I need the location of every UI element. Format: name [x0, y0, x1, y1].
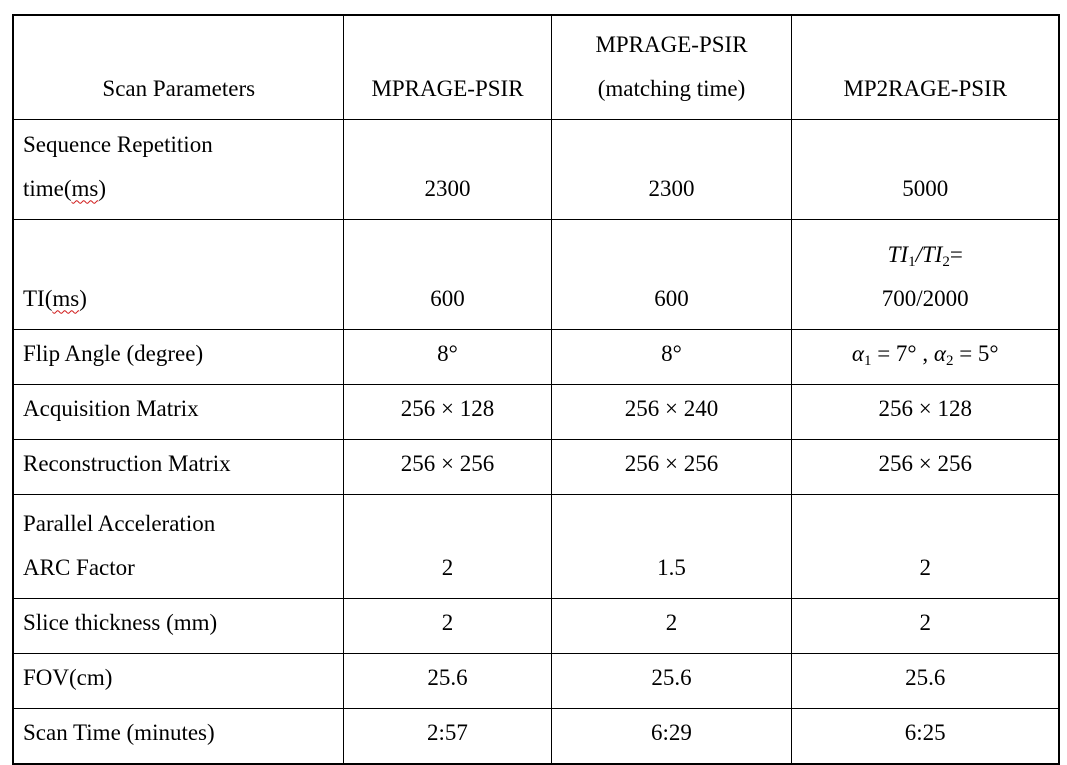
header-mprage-psir: MPRAGE-PSIR: [342, 14, 552, 120]
cell-fov-mp2rage: 25.6: [790, 652, 1060, 709]
row-label-parallel-acceleration: Parallel Acceleration ARC Factor: [12, 493, 344, 599]
cell-ti-mp2rage: TI1/TI2= 700/2000: [790, 218, 1060, 330]
scan-parameters-table: Scan Parameters MPRAGE-PSIR MPRAGE-PSIR …: [12, 14, 1060, 765]
math-text: = 5°: [953, 340, 999, 366]
row-parallel-acceleration: Parallel Acceleration ARC Factor 2 1.5 2: [12, 493, 1060, 599]
label-text: ): [98, 175, 107, 201]
cell-flip-mprage-matching: 8°: [550, 328, 792, 385]
cell-flip-mp2rage: α1 = 7° , α2 = 5°: [790, 328, 1060, 385]
label-line-1: Parallel Acceleration: [23, 510, 216, 536]
cell-recon-mprage-matching: 256 × 256: [550, 438, 792, 495]
math-sub: 1: [908, 253, 916, 270]
cell-slice-mprage: 2: [342, 597, 552, 654]
row-fov: FOV(cm) 25.6 25.6 25.6: [12, 652, 1060, 709]
label-line-2: time(ms): [23, 167, 335, 211]
math-text: = 7° ,: [871, 340, 934, 366]
row-label-slice-thickness: Slice thickness (mm): [12, 597, 344, 654]
cell-recon-mprage: 256 × 256: [342, 438, 552, 495]
header-line-2: (matching time): [597, 75, 746, 101]
ti-formula-line-2: 700/2000: [881, 285, 969, 311]
row-reconstruction-matrix: Reconstruction Matrix 256 × 256 256 × 25…: [12, 438, 1060, 495]
cell-fov-mprage: 25.6: [342, 652, 552, 709]
row-sequence-repetition-time: Sequence Repetition time(ms) 2300 2300 5…: [12, 118, 1060, 220]
cell-arc-mprage-matching: 1.5: [550, 493, 792, 599]
label-line-2: ARC Factor: [23, 554, 135, 580]
row-label-acquisition-matrix: Acquisition Matrix: [12, 383, 344, 440]
math-ti1: TI: [887, 241, 909, 267]
cell-tr-mp2rage: 5000: [790, 118, 1060, 220]
label-text: TI(: [23, 285, 53, 311]
cell-acq-mp2rage: 256 × 128: [790, 383, 1060, 440]
cell-ti-mprage-matching: 600: [550, 218, 792, 330]
row-label-flip-angle: Flip Angle (degree): [12, 328, 344, 385]
math-sub: 2: [945, 352, 954, 369]
row-ti: TI(ms) 600 600 TI1/TI2= 700/2000: [12, 218, 1060, 330]
document-page: Scan Parameters MPRAGE-PSIR MPRAGE-PSIR …: [12, 14, 1060, 765]
cell-time-mp2rage: 6:25: [790, 707, 1060, 764]
cell-slice-mprage-matching: 2: [550, 597, 792, 654]
cell-arc-mp2rage: 2: [790, 493, 1060, 599]
cell-recon-mp2rage: 256 × 256: [790, 438, 1060, 495]
row-label-scan-time: Scan Time (minutes): [12, 707, 344, 764]
cell-tr-mprage-matching: 2300: [550, 118, 792, 220]
cell-ti-mprage: 600: [342, 218, 552, 330]
label-text: time(: [23, 175, 72, 201]
cell-time-mprage-matching: 6:29: [550, 707, 792, 764]
spellcheck-underline: ms: [52, 285, 80, 311]
row-label-reconstruction-matrix: Reconstruction Matrix: [12, 438, 344, 495]
label-line-1: Sequence Repetition: [23, 131, 213, 157]
cell-time-mprage: 2:57: [342, 707, 552, 764]
row-label-sequence-repetition-time: Sequence Repetition time(ms): [12, 118, 344, 220]
math-ti2: /TI: [915, 241, 943, 267]
row-acquisition-matrix: Acquisition Matrix 256 × 128 256 × 240 2…: [12, 383, 1060, 440]
label-line: TI(ms): [23, 277, 335, 321]
row-label-fov: FOV(cm): [12, 652, 344, 709]
header-scan-parameters: Scan Parameters: [12, 14, 344, 120]
label-text: ): [79, 285, 87, 311]
math-sub: 2: [942, 253, 950, 270]
row-scan-time: Scan Time (minutes) 2:57 6:29 6:25: [12, 707, 1060, 764]
cell-tr-mprage: 2300: [342, 118, 552, 220]
cell-acq-mprage: 256 × 128: [342, 383, 552, 440]
row-label-ti: TI(ms): [12, 218, 344, 330]
header-row: Scan Parameters MPRAGE-PSIR MPRAGE-PSIR …: [12, 14, 1060, 120]
row-slice-thickness: Slice thickness (mm) 2 2 2: [12, 597, 1060, 654]
cell-slice-mp2rage: 2: [790, 597, 1060, 654]
header-mprage-psir-matching-time: MPRAGE-PSIR (matching time): [550, 14, 792, 120]
header-line-1: MPRAGE-PSIR: [595, 31, 748, 57]
math-alpha: α: [851, 340, 864, 366]
spellcheck-underline: ms: [71, 175, 99, 201]
math-sub: 1: [863, 352, 872, 369]
math-equals: =: [949, 241, 963, 267]
cell-flip-mprage: 8°: [342, 328, 552, 385]
math-alpha: α: [933, 340, 946, 366]
cell-arc-mprage: 2: [342, 493, 552, 599]
ti-formula-line-1: TI1/TI2=: [801, 233, 1051, 277]
cell-fov-mprage-matching: 25.6: [550, 652, 792, 709]
row-flip-angle: Flip Angle (degree) 8° 8° α1 = 7° , α2 =…: [12, 328, 1060, 385]
header-mp2rage-psir: MP2RAGE-PSIR: [790, 14, 1060, 120]
cell-acq-mprage-matching: 256 × 240: [550, 383, 792, 440]
